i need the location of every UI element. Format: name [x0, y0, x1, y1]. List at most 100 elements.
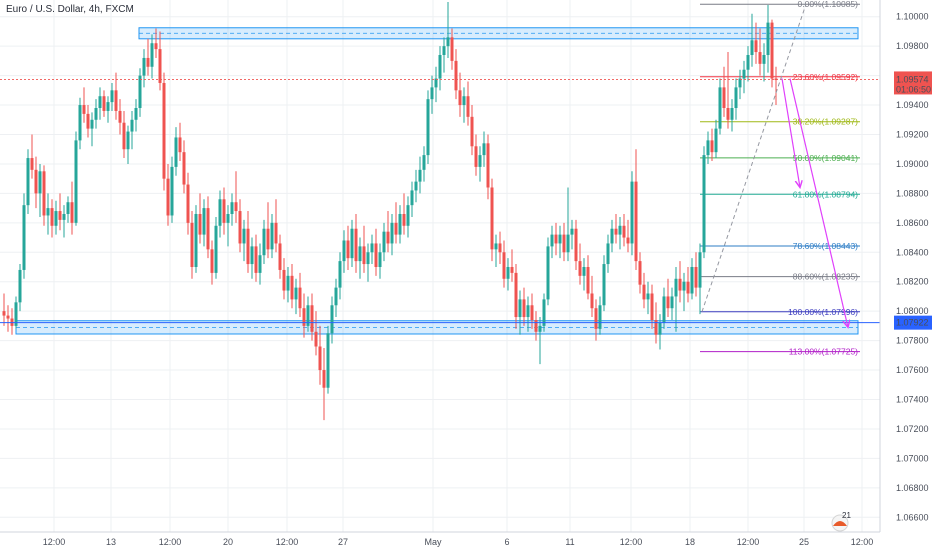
candle-body [354, 228, 358, 262]
candle-body [622, 225, 626, 238]
candle-body [186, 184, 190, 223]
candle-body [206, 208, 210, 250]
candle-body [494, 243, 498, 250]
time-tick-label: 12:00 [43, 537, 66, 547]
candle-body [54, 211, 58, 226]
candle-body [86, 113, 90, 129]
candle-body [166, 178, 170, 216]
fib-retracement[interactable]: 0.00%(1.10085) 23.60%(1.09592) 38.20%(1.09… [700, 0, 860, 357]
candle-body [510, 267, 514, 273]
candle-body [394, 222, 398, 235]
candle-body [562, 234, 566, 253]
price-axis[interactable]: 1.100001.098001.096001.094001.092001.090… [879, 0, 932, 550]
candle-body [78, 105, 82, 141]
fib-level-label: 88.60%(1.08235) [793, 272, 858, 282]
candle-body [486, 143, 490, 188]
candle-body [414, 181, 418, 191]
candle-body [558, 234, 562, 244]
current-price-tag[interactable] [894, 71, 932, 95]
candle-body [650, 293, 654, 320]
tv-badge[interactable]: 21 [831, 511, 851, 532]
candle-body [218, 199, 222, 226]
candle-body [178, 137, 182, 153]
candle-body [570, 228, 574, 235]
candle-body [478, 155, 482, 167]
candle-body [630, 181, 634, 244]
candle-body [738, 78, 742, 88]
candle-body [594, 308, 598, 329]
price-tick-label: 1.08800 [896, 188, 929, 198]
candle-body [382, 231, 386, 253]
candle-body [746, 55, 750, 70]
candle-body [130, 119, 134, 132]
candle-body [470, 116, 474, 147]
fib-level-label: 113.00%(1.07725) [789, 347, 858, 357]
candle-body [410, 190, 414, 206]
grid [0, 0, 880, 532]
time-axis[interactable]: 12:00 13 12:00 20 12:00 27 May 6 11 12:00 18 12:00 2… [0, 531, 880, 550]
candle-body [482, 143, 486, 156]
candle-body [230, 202, 234, 214]
time-tick-label: 12:00 [620, 537, 643, 547]
time-tick-label: 25 [799, 537, 809, 547]
candle-body [266, 228, 270, 250]
candle-body [50, 208, 54, 226]
candle-body [34, 169, 38, 194]
candle-body [582, 267, 586, 276]
projection-arrow[interactable] [781, 78, 800, 188]
candle-body [682, 281, 686, 291]
candle-body [126, 131, 130, 150]
countdown-value: 01:06:50 [896, 84, 931, 94]
fib-trend-line[interactable] [701, 4, 807, 312]
candle-body [638, 261, 642, 285]
candle-body [402, 214, 406, 226]
candle-body [262, 228, 266, 256]
projection-arrow[interactable] [789, 78, 848, 328]
candle-body [42, 171, 46, 216]
candle-body [518, 299, 522, 318]
price-tick-label: 1.07200 [896, 424, 929, 434]
candle-body [202, 208, 206, 235]
candle-body [278, 243, 282, 270]
candle-body [98, 96, 102, 108]
price-tick-label: 1.09200 [896, 130, 929, 140]
candle-body [62, 214, 66, 220]
chart-title: Euro / U.S. Dollar, 4h, FXCM [6, 4, 134, 15]
candle-body [490, 187, 494, 250]
candle-body [254, 246, 258, 273]
candle-body [730, 108, 734, 120]
candle-body [146, 57, 150, 67]
price-tick-label: 1.09400 [896, 100, 929, 110]
candle-body [318, 346, 322, 371]
fib-level-label: 78.60%(1.08443) [793, 241, 858, 251]
fib-level-label: 50.00%(1.09041) [793, 153, 858, 163]
candle-body [654, 320, 658, 335]
candle-body [766, 22, 770, 55]
candle-body [374, 243, 378, 267]
candle-body [506, 267, 510, 279]
candle-body [194, 214, 198, 267]
candle-body [606, 243, 610, 265]
candle-body [762, 55, 766, 64]
time-axis-background [0, 532, 880, 550]
candle-body [670, 296, 674, 309]
candle-body [306, 305, 310, 326]
drawings[interactable] [0, 4, 880, 327]
candle-body [718, 87, 722, 129]
candle-body [182, 152, 186, 185]
candle-body [642, 284, 646, 300]
candle-body [678, 278, 682, 291]
support-price-tag[interactable] [894, 315, 932, 330]
price-tick-label: 1.07400 [896, 395, 929, 405]
candle-body [586, 267, 590, 294]
candle-body [234, 202, 238, 212]
price-tick-label: 1.06800 [896, 483, 929, 493]
candle-body [174, 137, 178, 167]
price-tick-label: 1.10000 [896, 12, 929, 22]
candle-body [702, 155, 706, 253]
candle-body [270, 222, 274, 250]
candle-body [158, 49, 162, 83]
candle-body [662, 296, 666, 323]
candle-body [454, 60, 458, 91]
